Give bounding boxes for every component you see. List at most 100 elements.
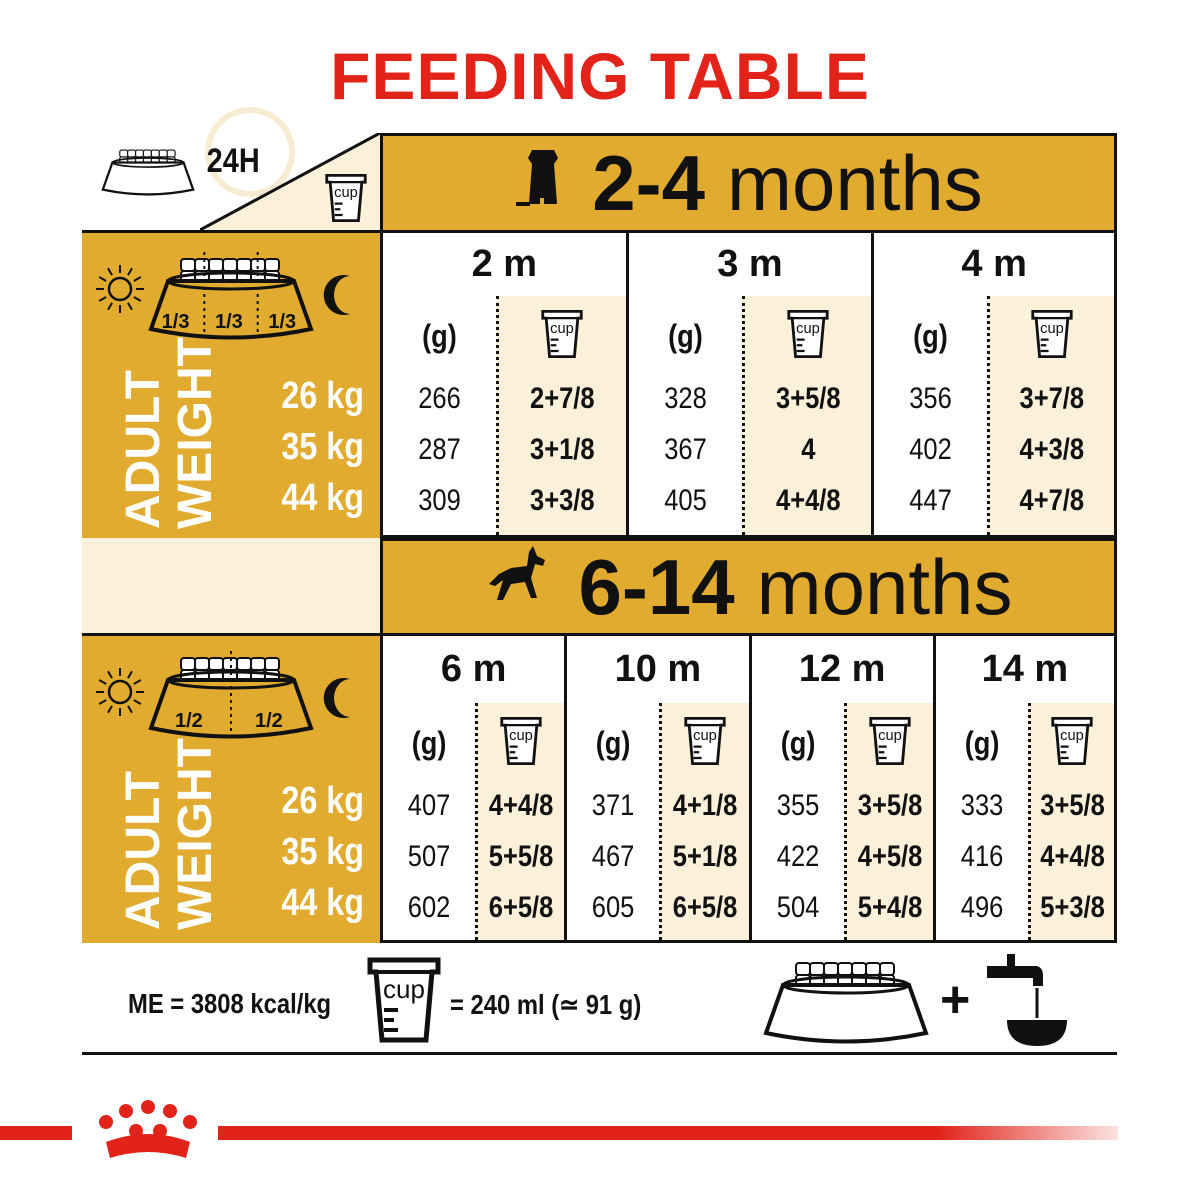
cups-value: 5+3/8 [1040,891,1105,924]
portion-panel: 1/2 1/2 ADULT WEIGHT 26 kg 35 kg 44 kg [82,630,380,943]
svg-text:cup: cup [1040,321,1064,337]
cups-column: cup 2+7/8 3+1/8 3+3/8 [496,296,626,535]
cups-value: 4+1/8 [673,789,738,822]
age-column: (g) 356 402 447 cup 3+7/8 4+3/8 4+7/8 [871,296,1117,538]
svg-text:cup: cup [1061,728,1085,744]
moon-icon [322,273,358,322]
water-tap-icon [985,950,1070,1055]
cups-value: 4+3/8 [1019,433,1085,466]
grams-unit: (g) [422,318,457,354]
cups-value: 3+1/8 [530,433,595,466]
svg-text:cup: cup [383,974,425,1004]
grams-value: 605 [592,891,635,924]
age-column: (g) 371 467 605 cup 4+1/8 5+1/8 6+5/8 [564,703,749,943]
cup-icon: cup [662,715,748,767]
grams-column: (g) 266 287 309 [383,296,496,535]
cups-value: 4+4/8 [488,789,554,822]
portion-fraction: 1/3 [268,311,297,333]
grams-value: 371 [592,789,635,822]
svg-text:cup: cup [509,728,533,744]
weight-label: WEIGHT [169,337,222,529]
weight-value: 35 kg [281,831,364,873]
grams-value: 355 [776,789,819,822]
grams-value: 507 [407,840,451,873]
grams-value: 405 [663,484,707,517]
cups-column: cup 3+5/8 4 4+4/8 [741,296,872,535]
age-column-header: 3 m [625,230,875,299]
cups-value: 3+5/8 [775,382,841,415]
grams-value: 367 [663,433,707,466]
split-bowl-icon [146,231,316,346]
grams-value: 496 [960,891,1004,924]
duration-label: 24H [206,142,260,180]
weight-value: 26 kg [281,780,364,822]
portion-panel: 1/3 1/3 1/3 ADULT WEIGHT 26 kg 35 kg 44 kg [82,230,380,538]
age-column-header: 14 m [932,633,1117,706]
cups-value: 6+5/8 [673,891,738,924]
cups-value: 4+4/8 [1040,840,1105,873]
cups-value: 3+5/8 [857,789,922,822]
cup-icon: cup [478,715,564,767]
cups-column: cup 3+5/8 4+5/8 5+4/8 [843,703,933,940]
grams-value: 422 [776,840,819,873]
age-column-header: 2 m [380,230,629,299]
weight-label: WEIGHT [169,738,222,930]
grams-value: 266 [418,382,461,415]
grams-value: 356 [909,382,953,415]
cup-icon: cup [990,308,1114,360]
young-dog-icon [485,542,557,633]
age-band: 6-14 months [380,538,1117,633]
cup-icon: cup [745,308,872,360]
clock-icon [205,107,295,197]
adult-label: ADULT [117,770,170,930]
grams-value: 309 [418,484,461,517]
cups-column: cup 4+4/8 5+5/8 6+5/8 [475,703,565,940]
svg-text:cup: cup [878,728,902,744]
grams-value: 402 [909,433,953,466]
footer-divider [82,1052,1117,1055]
weight-value: 44 kg [281,882,364,924]
age-column: (g) 355 422 504 cup 3+5/8 4+5/8 5+4/8 [748,703,933,943]
cup-icon: cup [847,715,933,767]
food-bowl-icon [756,955,936,1050]
cups-column: cup 3+5/8 4+4/8 5+3/8 [1027,703,1114,940]
grams-value: 416 [960,840,1004,873]
weight-value: 35 kg [281,426,364,468]
age-range-number: 2-4 [592,138,705,227]
adult-label: ADULT [117,369,170,529]
grams-value: 504 [776,891,819,924]
age-range-number: 6-14 [578,542,735,631]
svg-text:cup: cup [550,321,574,337]
age-column: (g) 328 367 405 cup 3+5/8 4 4+4/8 [625,296,872,538]
grams-value: 602 [407,891,451,924]
adult-weight-label: ADULT WEIGHT [117,738,222,930]
age-column: (g) 407 507 602 cup 4+4/8 5+5/8 6+5/8 [380,703,565,943]
grams-unit: (g) [780,725,815,761]
page-title: FEEDING TABLE [330,39,870,113]
portion-fraction: 1/2 [255,710,283,732]
grams-value: 333 [960,789,1004,822]
split-bowl-icon [146,630,316,745]
puppy-icon [514,138,570,229]
cups-value: 3+3/8 [530,484,595,517]
grams-column: (g) 407 507 602 [383,703,476,940]
grams-unit: (g) [595,725,631,761]
royal-canin-logo [86,1098,210,1169]
grams-unit: (g) [913,318,949,354]
cups-value: 3+7/8 [1019,382,1085,415]
band-left-spacer [82,538,380,633]
age-column: (g) 333 416 496 cup 3+5/8 4+4/8 5+3/8 [932,703,1117,943]
age-column-header: 6 m [380,633,568,706]
cup-icon: cup [1031,715,1114,767]
svg-text:cup: cup [334,185,358,201]
cup-icon: cup [499,308,626,360]
grams-value: 287 [418,433,461,466]
svg-text:cup: cup [694,728,718,744]
age-band: 2-4 months [380,133,1117,230]
brand-line-right [218,1126,1118,1140]
grams-column: (g) 356 402 447 [874,296,988,535]
age-range-unit: months [756,542,1013,631]
age-column: (g) 266 287 309 cup 2+7/8 3+1/8 3+3/8 [380,296,626,538]
cups-column: cup 4+1/8 5+1/8 6+5/8 [659,703,749,940]
weight-value: 26 kg [281,375,364,417]
